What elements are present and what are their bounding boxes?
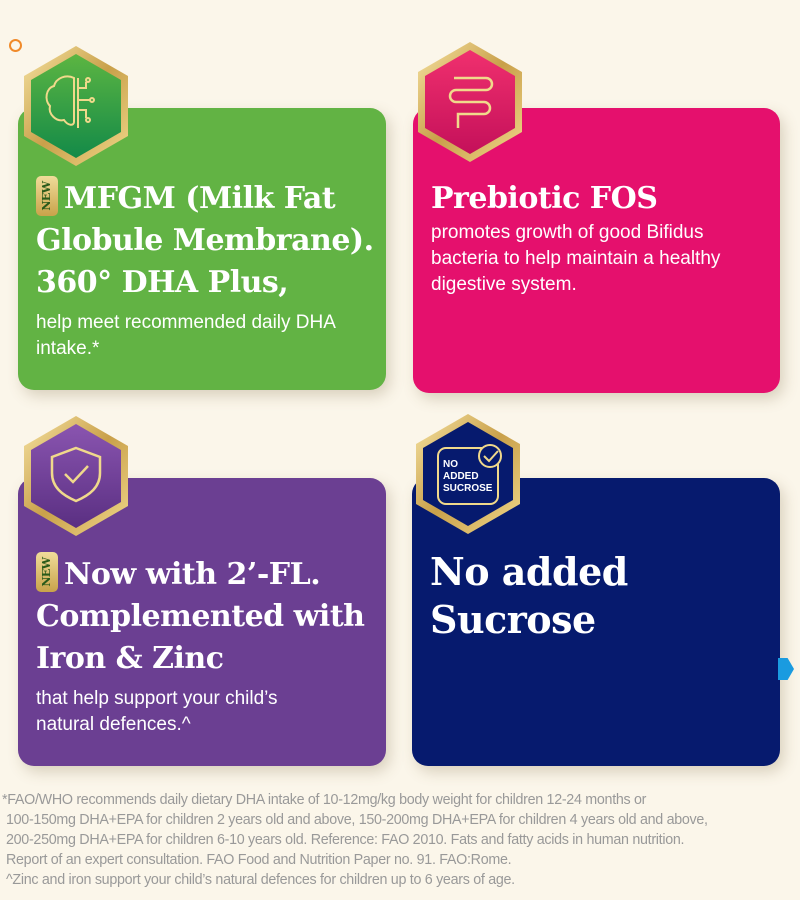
- no-added-sucrose-icon: NO ADDED SUCROSE: [416, 414, 520, 534]
- side-tab[interactable]: [778, 658, 794, 680]
- footnote-line: *FAO/WHO recommends daily dietary DHA in…: [2, 792, 647, 808]
- decorative-circle: [9, 39, 22, 52]
- shield-check-icon: [24, 416, 128, 536]
- new-badge: NEW: [36, 176, 58, 216]
- svg-text:ADDED: ADDED: [443, 471, 479, 482]
- footnote-line: 200-250mg DHA+EPA for children 6-10 year…: [6, 832, 685, 848]
- footnote-line: ^Zinc and iron support your child’s natu…: [6, 872, 515, 888]
- card-title: Now with 2’-FL. Complemented with Iron &…: [36, 557, 365, 676]
- card-title: No added Sucrose: [430, 549, 628, 642]
- card-title: Prebiotic FOS: [431, 181, 658, 216]
- card-title: MFGM (Milk Fat Globule Membrane). 360° D…: [36, 181, 374, 300]
- feature-card-prebiotic: Prebiotic FOS promotes growth of good Bi…: [413, 108, 780, 393]
- card-body: promotes growth of good Bifidus bacteria…: [431, 222, 721, 295]
- svg-text:NO: NO: [443, 459, 458, 470]
- footnotes: *FAO/WHO recommends daily dietary DHA in…: [2, 790, 800, 890]
- feature-card-mfgm: NEW MFGM (Milk Fat Globule Membrane). 360…: [18, 108, 386, 390]
- svg-text:SUCROSE: SUCROSE: [443, 483, 493, 494]
- footnote-line: 100-150mg DHA+EPA for children 2 years o…: [6, 812, 708, 828]
- footnote-line: Report of an expert consultation. FAO Fo…: [6, 852, 512, 868]
- brain-circuit-icon: [24, 46, 128, 166]
- new-badge: NEW: [36, 552, 58, 592]
- intestine-icon: [418, 42, 522, 162]
- card-body: help meet recommended daily DHA intake.*: [36, 312, 335, 359]
- card-body: that help support your child’s natural d…: [36, 688, 278, 735]
